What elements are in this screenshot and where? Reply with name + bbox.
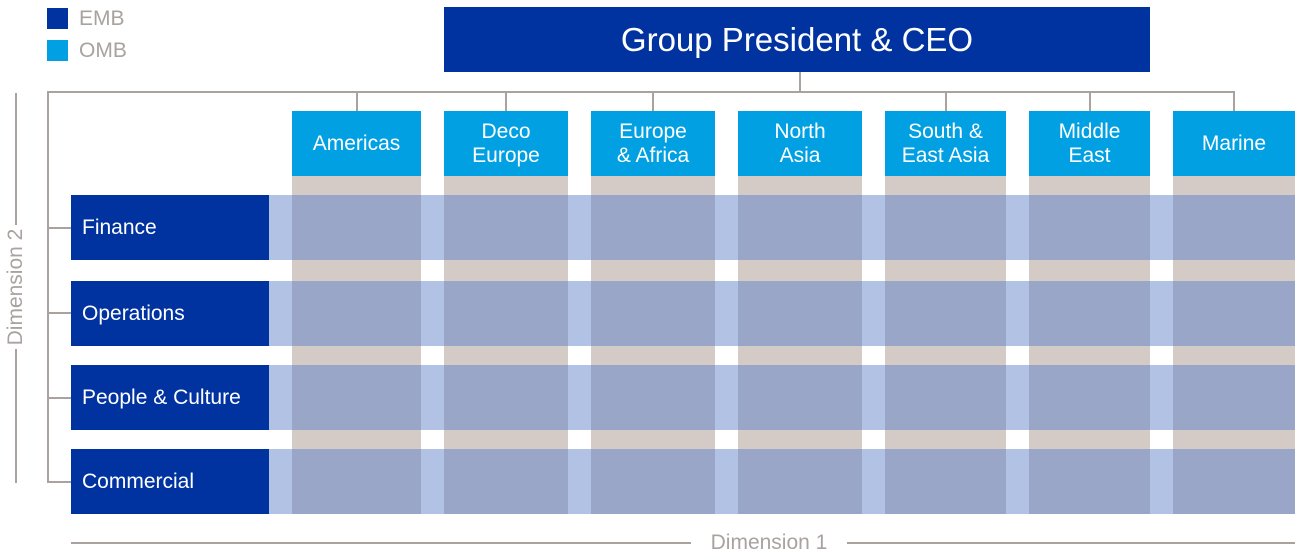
region-americas: Americas	[292, 111, 421, 176]
matrix-cell	[1173, 365, 1295, 430]
ceo-connector	[799, 72, 801, 92]
legend-label-omb: OMB	[79, 39, 127, 62]
matrix-cell	[444, 365, 568, 430]
function-commercial: Commercial	[71, 449, 269, 514]
region-label: North Asia	[774, 119, 826, 167]
matrix-cell	[738, 195, 862, 260]
legend-swatch-omb	[47, 40, 68, 61]
tick-operations	[47, 312, 71, 314]
tick-finance	[47, 227, 71, 229]
region-label: South & East Asia	[901, 119, 990, 167]
matrix-cell	[885, 281, 1006, 346]
function-label: Operations	[82, 301, 185, 325]
vertical-connector	[47, 91, 49, 483]
drop-americas	[356, 91, 358, 111]
function-people-culture: People & Culture	[71, 365, 269, 430]
horizontal-connector	[47, 91, 1235, 93]
ceo-box: Group President & CEO	[444, 7, 1150, 72]
matrix-cell	[444, 281, 568, 346]
function-label: People & Culture	[82, 385, 241, 409]
region-marine: Marine	[1173, 111, 1295, 176]
region-south-east-asia: South & East Asia	[885, 111, 1006, 176]
tick-people-culture	[47, 397, 71, 399]
function-finance: Finance	[71, 195, 269, 260]
matrix-cell	[591, 281, 715, 346]
legend-label-emb: EMB	[79, 7, 125, 30]
drop-deco-europe	[505, 91, 507, 111]
region-middle-east: Middle East	[1029, 111, 1150, 176]
matrix-cell	[1029, 365, 1150, 430]
matrix-cell	[885, 365, 1006, 430]
drop-marine	[1233, 91, 1235, 111]
tick-commercial	[47, 481, 71, 483]
region-label: Americas	[312, 131, 401, 155]
function-label: Commercial	[82, 469, 195, 493]
region-label: Deco Europe	[472, 119, 540, 167]
matrix-cell	[591, 365, 715, 430]
region-deco-europe: Deco Europe	[444, 111, 568, 176]
matrix-cell	[1029, 195, 1150, 260]
region-label: Europe & Africa	[616, 119, 690, 167]
matrix-cell	[591, 449, 715, 514]
region-north-asia: North Asia	[738, 111, 862, 176]
matrix-cell	[292, 281, 421, 346]
matrix-cell	[738, 365, 862, 430]
region-europe-africa: Europe & Africa	[591, 111, 715, 176]
matrix-cell	[738, 281, 862, 346]
dimension-1-label: Dimension 1	[691, 531, 847, 555]
matrix-cell	[591, 195, 715, 260]
matrix-cell	[738, 449, 862, 514]
region-label: Marine	[1201, 131, 1267, 155]
matrix-cell	[292, 365, 421, 430]
matrix-cell	[444, 449, 568, 514]
drop-south-east-asia	[945, 91, 947, 111]
legend-swatch-emb	[47, 8, 68, 29]
function-operations: Operations	[71, 281, 269, 346]
matrix-cell	[885, 195, 1006, 260]
matrix-cell	[1173, 195, 1295, 260]
matrix-cell	[1029, 449, 1150, 514]
ceo-title: Group President & CEO	[620, 20, 974, 58]
dimension-1-axis-line	[71, 542, 1295, 544]
matrix-cell	[1173, 281, 1295, 346]
drop-middle-east	[1089, 91, 1091, 111]
matrix-cell	[292, 195, 421, 260]
matrix-cell	[292, 449, 421, 514]
region-label: Middle East	[1058, 119, 1121, 167]
dimension-2-label: Dimension 2	[3, 225, 29, 349]
drop-europe-africa	[652, 91, 654, 111]
matrix-cell	[444, 195, 568, 260]
matrix-cell	[885, 449, 1006, 514]
matrix-cell	[1029, 281, 1150, 346]
matrix-cell	[1173, 449, 1295, 514]
function-label: Finance	[82, 215, 157, 239]
